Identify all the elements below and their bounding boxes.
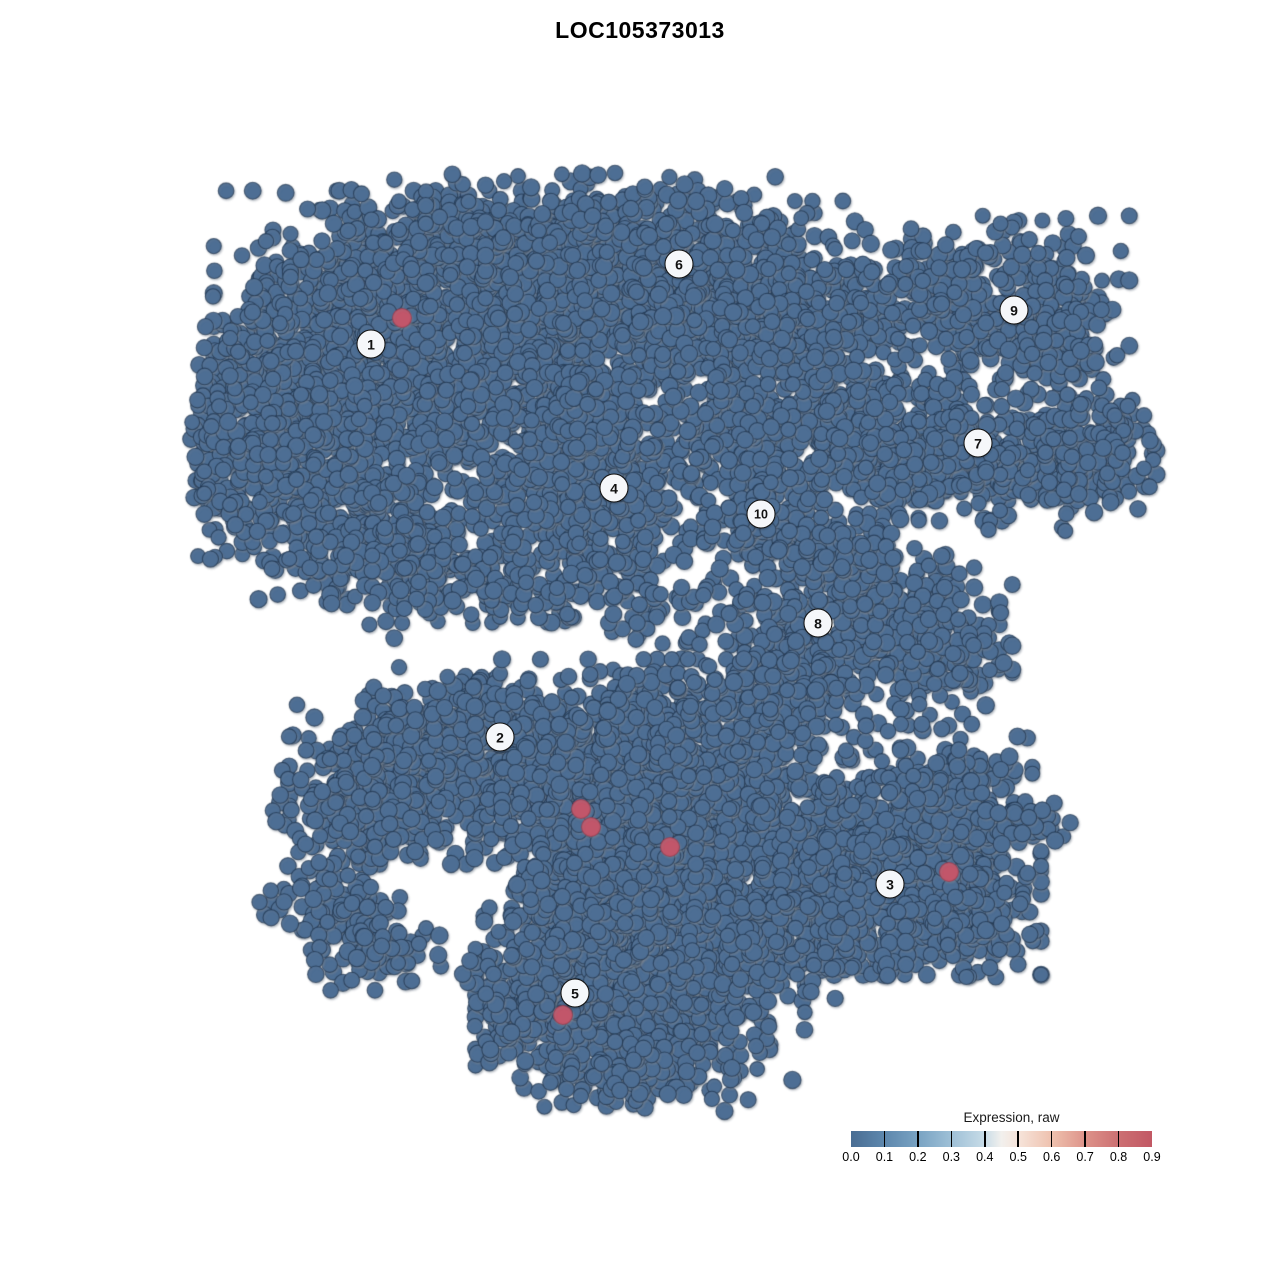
colorbar-tick <box>1117 1131 1120 1147</box>
colorbar-tick-label: 0.3 <box>942 1150 961 1164</box>
cluster-label-3: 3 <box>875 869 905 899</box>
colorbar-tick <box>983 1131 986 1147</box>
colorbar-tick-label: 0.2 <box>909 1150 927 1164</box>
colorbar-tick-label: 0.6 <box>1042 1150 1061 1164</box>
colorbar-tick-label: 0.5 <box>1009 1150 1027 1164</box>
legend-title: Expression, raw <box>963 1110 1060 1125</box>
colorbar-tick <box>917 1131 919 1147</box>
colorbar-tick-label: 0.4 <box>976 1150 994 1164</box>
colorbar-gradient <box>851 1131 1152 1147</box>
colorbar-tick-labels: 0.0 0.1 0.2 0.3 0.4 0.5 0.6 0.7 0.8 0.9 <box>842 1150 1160 1166</box>
expression-colorbar-legend: Expression, raw 0.0 0.1 0.2 0.3 0.4 0.5 0.6 0.7… <box>842 1110 1160 1166</box>
colorbar-tick-label: 0.8 <box>1109 1150 1128 1164</box>
cluster-label-1: 1 <box>356 329 386 359</box>
cluster-label-2: 2 <box>485 722 515 752</box>
cluster-label-7: 7 <box>963 428 993 458</box>
colorbar-tick <box>1017 1131 1020 1147</box>
cluster-label-4: 4 <box>599 473 629 503</box>
colorbar-tick-label: 0.0 <box>842 1150 860 1164</box>
cluster-label-9: 9 <box>999 295 1029 325</box>
colorbar-tick <box>1050 1131 1053 1147</box>
cluster-label-5: 5 <box>560 978 590 1008</box>
cluster-label-8: 8 <box>803 608 833 638</box>
cluster-label-6: 6 <box>664 249 694 279</box>
colorbar-tick-label: 0.1 <box>875 1150 894 1164</box>
colorbar-tick <box>950 1131 953 1147</box>
cluster-label-10: 10 <box>746 499 776 529</box>
page-title: LOC105373013 <box>555 17 725 44</box>
colorbar-tick-label: 0.9 <box>1143 1150 1161 1164</box>
colorbar-tick-label: 0.7 <box>1076 1150 1094 1164</box>
colorbar-tick <box>883 1131 886 1147</box>
colorbar-tick <box>1084 1131 1086 1147</box>
